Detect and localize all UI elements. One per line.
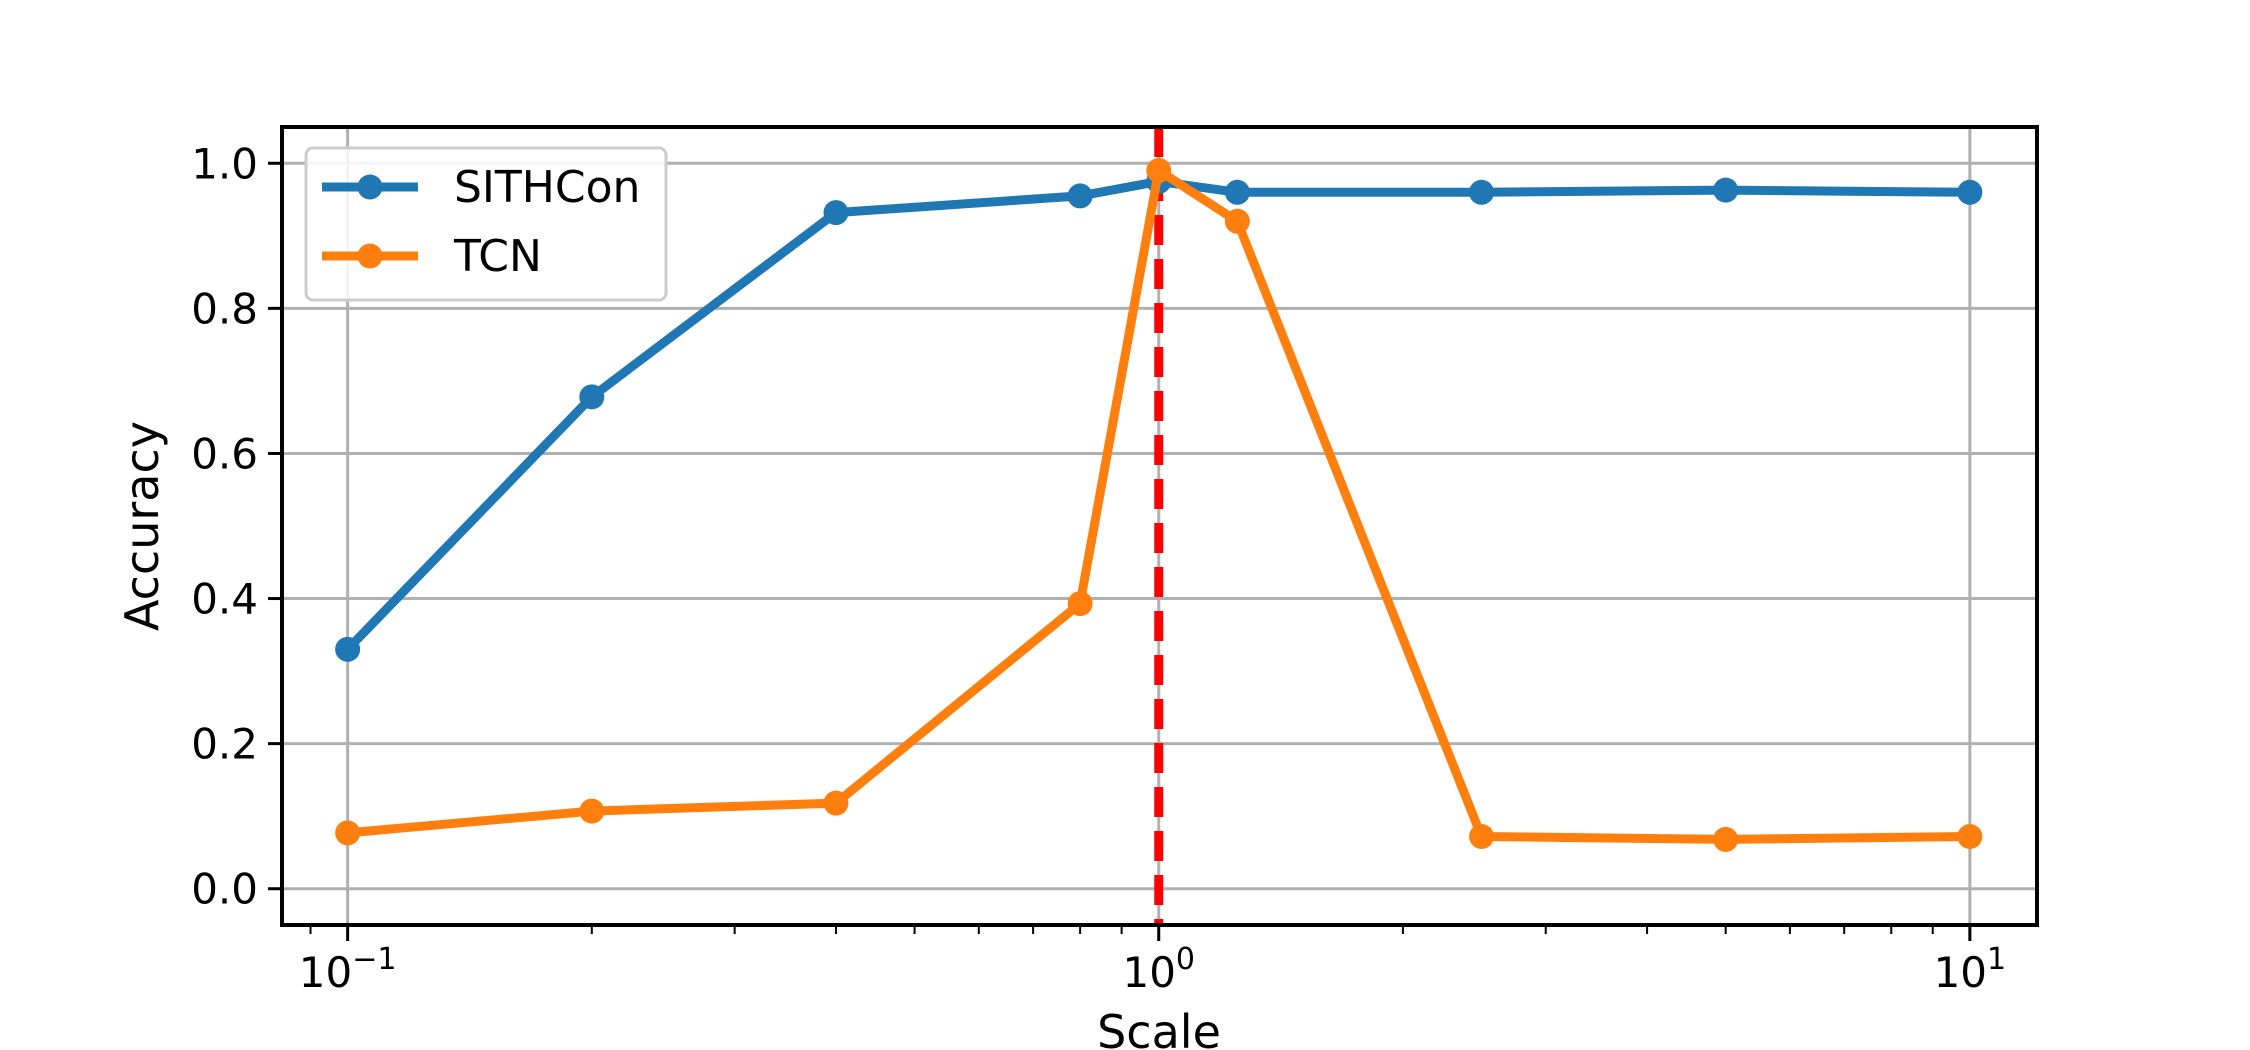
x-tick-label: 10−1 — [299, 942, 397, 997]
y-tick-label: 0.6 — [191, 429, 258, 478]
data-point-sithcon — [335, 636, 361, 662]
data-point-tcn — [1713, 826, 1739, 852]
x-axis-title: Scale — [1097, 1005, 1221, 1050]
data-point-sithcon — [1469, 179, 1495, 205]
data-point-sithcon — [1957, 179, 1983, 205]
data-point-tcn — [1146, 158, 1172, 184]
data-point-sithcon — [1224, 179, 1250, 205]
data-point-tcn — [1224, 208, 1250, 234]
y-tick-label: 0.2 — [191, 720, 258, 769]
data-point-tcn — [1957, 823, 1983, 849]
legend-marker-tcn — [357, 243, 383, 269]
y-tick-label: 1.0 — [191, 139, 258, 188]
y-axis-title: Accuracy — [115, 421, 169, 631]
data-point-tcn — [823, 790, 849, 816]
y-tick-label: 0.8 — [191, 284, 258, 333]
y-tick-label: 0.4 — [191, 575, 258, 624]
y-tick-label: 0.0 — [191, 865, 258, 914]
series-layer — [335, 158, 1983, 852]
data-point-sithcon — [579, 384, 605, 410]
legend-label-tcn: TCN — [453, 231, 542, 282]
x-tick-label: 100 — [1122, 942, 1195, 997]
legend-marker-sithcon — [357, 174, 383, 200]
data-point-tcn — [579, 798, 605, 824]
x-tick-label: 101 — [1934, 942, 2007, 997]
axis-ticks: 0.0 0.2 0.4 0.6 0.8 1.0 10−1 100 101 — [191, 139, 2006, 997]
data-point-tcn — [335, 820, 361, 846]
data-point-tcn — [1067, 591, 1093, 617]
data-point-sithcon — [823, 200, 849, 226]
data-point-tcn — [1469, 823, 1495, 849]
data-point-sithcon — [1713, 177, 1739, 203]
data-point-sithcon — [1067, 183, 1093, 209]
legend-label-sithcon: SITHCon — [454, 162, 640, 213]
legend: SITHCon TCN — [304, 146, 668, 302]
